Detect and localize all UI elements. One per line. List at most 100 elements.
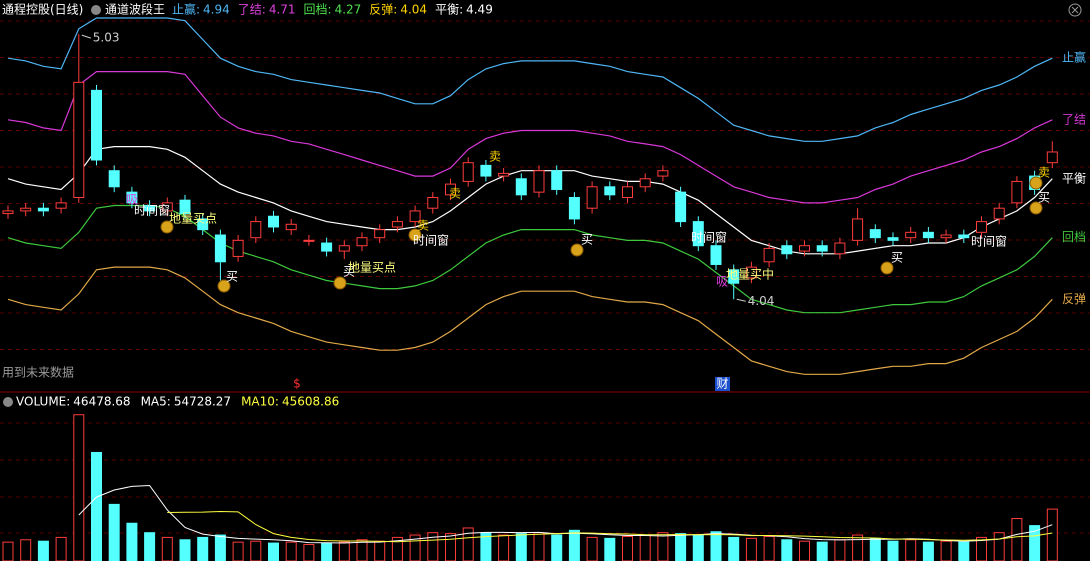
volume-bar bbox=[1029, 525, 1041, 561]
candle-body bbox=[445, 183, 456, 196]
volume-bar bbox=[161, 536, 173, 561]
candle-body bbox=[161, 202, 173, 212]
marker-dollar: $ bbox=[293, 377, 301, 391]
candle-body bbox=[586, 186, 598, 209]
volume-bar bbox=[551, 534, 563, 561]
candle-body bbox=[922, 231, 934, 239]
volume-bar bbox=[869, 537, 881, 561]
volume-bar bbox=[250, 540, 262, 561]
money-bag bbox=[160, 220, 174, 234]
volume-bar bbox=[657, 532, 669, 561]
money-bag bbox=[880, 261, 894, 275]
header-value: 4.49 bbox=[466, 3, 493, 17]
volume-bar bbox=[816, 541, 828, 561]
candle-body bbox=[622, 186, 633, 199]
volume-bar bbox=[462, 527, 474, 561]
signal-label: 卖 bbox=[489, 150, 501, 164]
candle-body bbox=[480, 164, 492, 177]
candle-body bbox=[1046, 151, 1058, 164]
volume-bar bbox=[232, 541, 244, 561]
candle-body bbox=[498, 172, 510, 177]
header-label: 止赢: bbox=[172, 2, 200, 17]
header-label: 了结: bbox=[238, 3, 266, 17]
signal-label: 吸 bbox=[716, 275, 728, 289]
volume-bar bbox=[214, 534, 226, 561]
candle-body bbox=[179, 199, 191, 215]
band-line bbox=[7, 204, 1053, 314]
candle-body bbox=[763, 247, 775, 263]
volume-bar bbox=[887, 540, 899, 561]
band-label: 回档 bbox=[1062, 230, 1086, 244]
candle-body bbox=[568, 197, 580, 220]
volume-bar bbox=[197, 536, 209, 561]
candle-body bbox=[338, 245, 350, 252]
money-bag bbox=[1029, 201, 1043, 215]
volume-legend-value: 45608.86 bbox=[282, 395, 339, 409]
candle-body bbox=[533, 170, 545, 193]
signal-label: 卖 bbox=[1038, 166, 1050, 180]
volume-bar bbox=[922, 541, 934, 561]
volume-bar bbox=[1046, 508, 1058, 561]
candle-body bbox=[321, 242, 333, 252]
signal-label: 买 bbox=[1038, 191, 1050, 205]
header-label: 反弹: bbox=[369, 3, 397, 17]
menu-icon[interactable] bbox=[91, 5, 101, 15]
marker-cai: 财 bbox=[716, 377, 728, 391]
band-label: 平衡 bbox=[1062, 171, 1086, 185]
volume-bar bbox=[338, 541, 350, 561]
candle-body bbox=[37, 207, 49, 212]
candle-body bbox=[816, 245, 828, 252]
signal-label: 买 bbox=[891, 251, 903, 265]
volume-bar bbox=[303, 543, 315, 561]
volume-bar bbox=[852, 534, 864, 561]
candle-body bbox=[657, 170, 669, 177]
candle-body bbox=[391, 221, 403, 228]
volume-bar bbox=[409, 534, 421, 561]
money-bag bbox=[217, 279, 231, 293]
candle-body bbox=[214, 234, 226, 263]
volume-bar bbox=[285, 541, 297, 561]
volume-bar bbox=[692, 534, 704, 561]
band-label: 了结 bbox=[1062, 112, 1086, 126]
band-line bbox=[7, 266, 1053, 375]
money-bag bbox=[1029, 176, 1043, 190]
signal-label: 买 bbox=[581, 233, 593, 247]
candle-body bbox=[108, 170, 120, 188]
candle-body bbox=[1011, 180, 1023, 204]
volume-bar bbox=[604, 537, 616, 561]
header-label: 平衡: bbox=[435, 3, 463, 17]
money-bag bbox=[570, 243, 584, 257]
volume-legend-value: 54728.27 bbox=[174, 395, 231, 409]
signal-label: 时间窗 bbox=[413, 234, 449, 248]
volume-bar bbox=[144, 532, 156, 561]
volume-legend-value: 46478.68 bbox=[73, 395, 130, 409]
candle-body bbox=[710, 245, 722, 265]
volume-bar bbox=[586, 536, 598, 561]
volume-bar bbox=[374, 540, 386, 561]
volume-bar bbox=[639, 534, 651, 561]
candle-body bbox=[993, 207, 1005, 220]
volume-menu-icon[interactable] bbox=[3, 397, 13, 407]
signal-label: 时间窗 bbox=[134, 204, 170, 218]
candle-body bbox=[869, 229, 881, 239]
header-label: 回档: bbox=[304, 3, 332, 17]
candle-body bbox=[799, 245, 810, 252]
candle-body bbox=[356, 237, 368, 247]
volume-bar bbox=[20, 539, 32, 561]
volume-bar bbox=[728, 536, 740, 561]
volume-bar bbox=[1011, 518, 1023, 561]
volume-bar bbox=[568, 529, 580, 561]
header-value: 4.27 bbox=[335, 3, 362, 17]
candle-body bbox=[958, 234, 970, 239]
signal-label: 卖 bbox=[449, 187, 461, 201]
candle-body bbox=[940, 234, 952, 239]
signal-label: 卖 bbox=[417, 219, 429, 233]
volume-legend-label: MA5: bbox=[141, 395, 171, 409]
close-button[interactable] bbox=[1068, 3, 1082, 17]
candle-body bbox=[250, 221, 262, 239]
candle-body bbox=[126, 191, 138, 204]
candle-body bbox=[745, 266, 757, 279]
header-value: 4.71 bbox=[269, 3, 296, 17]
signal-label: 吸 bbox=[126, 193, 138, 207]
